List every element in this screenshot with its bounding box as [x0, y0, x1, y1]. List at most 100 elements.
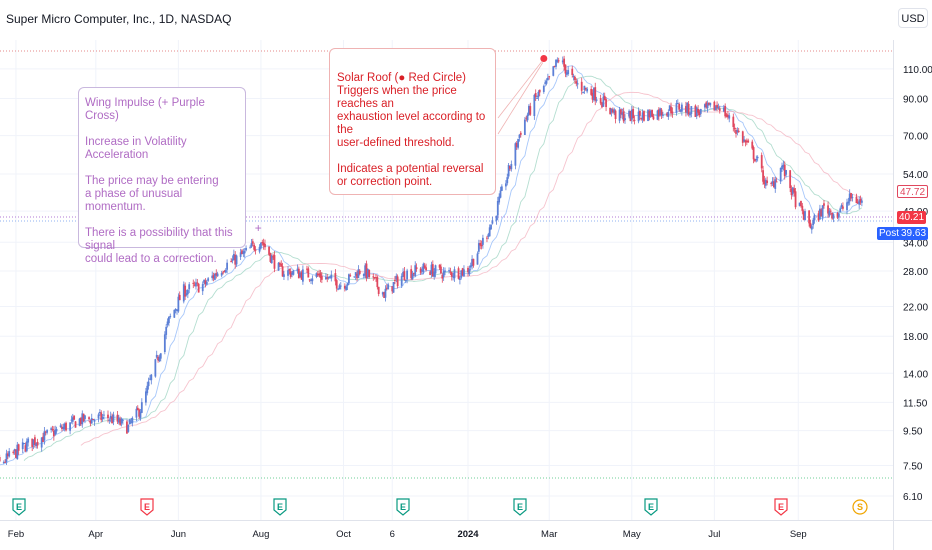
candle-body — [394, 279, 396, 281]
candle-body — [329, 276, 331, 278]
price-tick-label: 34.00 — [903, 238, 928, 249]
candle-body — [13, 449, 16, 452]
candle-body — [273, 255, 276, 269]
solar-roof-circle — [540, 55, 548, 63]
price-tick-label: 14.00 — [903, 369, 928, 380]
candle-body — [157, 357, 159, 361]
candle-body — [468, 269, 471, 275]
candle-body — [529, 106, 532, 115]
candle-body — [671, 111, 674, 114]
event-letter: E — [144, 502, 150, 512]
candle-body — [563, 58, 566, 67]
candle-body — [479, 242, 482, 246]
candle-body — [709, 102, 712, 106]
candle-body — [441, 275, 444, 279]
candle-body — [84, 415, 86, 419]
candle-body — [859, 199, 862, 203]
candle-body — [628, 110, 630, 117]
time-tick-label: Mar — [541, 529, 557, 540]
candle-body — [449, 271, 452, 273]
candle-body — [733, 127, 736, 130]
candle-body — [357, 269, 360, 278]
candle-body — [34, 437, 36, 445]
candle-body — [103, 414, 105, 416]
candle-body — [185, 293, 188, 296]
candle-body — [553, 65, 556, 67]
candle-body — [31, 438, 34, 447]
time-tick-label: 2024 — [457, 529, 479, 540]
price-tick-label: 18.00 — [903, 332, 928, 343]
candle-body — [545, 80, 548, 84]
candle-body — [774, 179, 777, 189]
candle-body — [434, 265, 437, 274]
candle-body — [514, 143, 517, 166]
candle-body — [292, 270, 295, 275]
solar-roof-body: Triggers when the price reaches an exhau… — [337, 85, 486, 188]
candle-body — [403, 271, 406, 280]
candle-body — [487, 234, 490, 237]
candle-body — [107, 414, 109, 419]
candle-body — [695, 107, 698, 117]
candle-body — [262, 242, 265, 246]
candle-body — [716, 104, 718, 108]
candle-body — [533, 94, 536, 116]
candle-body — [239, 252, 242, 257]
candle-body — [584, 87, 587, 90]
candle-body — [507, 165, 510, 177]
candle-body — [243, 251, 246, 254]
candle-body — [32, 439, 35, 446]
time-tick-label: Jul — [708, 529, 720, 540]
candle-body — [651, 109, 653, 117]
currency-button[interactable]: USD — [898, 8, 928, 28]
candle-body — [253, 244, 256, 250]
time-axis[interactable]: Feb Apr Jun Aug Oct 6 2024 Mar May Jul Sep — [8, 529, 807, 540]
candle-body — [755, 159, 758, 161]
candle-body — [211, 275, 214, 279]
symbol-title[interactable]: Super Micro Computer, Inc., 1D, NASDAQ — [6, 12, 232, 26]
price-axis[interactable]: 110.0090.0070.0054.0042.0034.0028.0022.0… — [903, 65, 932, 503]
candle-body — [196, 282, 199, 284]
candle-body — [90, 418, 93, 424]
candle-body — [576, 83, 579, 85]
candle-body — [169, 315, 172, 317]
time-tick-label: Jun — [171, 529, 186, 540]
candle-body — [425, 267, 427, 271]
candle-body — [71, 417, 74, 422]
candle-body — [177, 296, 180, 312]
time-tick-label: Oct — [336, 529, 351, 540]
candle-body — [173, 309, 176, 318]
candle-body — [575, 81, 578, 84]
candle-body — [55, 428, 58, 432]
candle-body — [624, 118, 626, 121]
candle-body — [611, 109, 614, 113]
candle-body — [23, 442, 25, 444]
candle-body — [423, 265, 426, 268]
candle-body — [580, 81, 583, 91]
candle-body — [121, 419, 124, 421]
candle-body — [362, 273, 365, 277]
candle-body — [42, 436, 44, 442]
candle-body — [858, 200, 861, 205]
candle-body — [338, 285, 341, 290]
candle-body — [660, 109, 663, 116]
candle-body — [821, 205, 824, 218]
candle-body — [848, 193, 851, 202]
candle-body — [100, 412, 103, 420]
candle-body — [46, 430, 48, 433]
earnings-event-icon — [12, 498, 26, 516]
candle-body — [2, 461, 5, 463]
candle-body — [51, 429, 54, 431]
candle-body — [643, 111, 645, 121]
event-letter: S — [857, 502, 863, 512]
candle-body — [375, 277, 377, 279]
candle-body — [422, 263, 425, 273]
candle-body — [744, 140, 747, 143]
candle-body — [301, 269, 304, 282]
candle-body — [703, 104, 706, 108]
candle-body — [220, 272, 223, 276]
candle-body — [12, 451, 15, 453]
candle-body — [495, 215, 498, 221]
upper-price-tag: 47.72 — [897, 185, 929, 198]
candle-body — [745, 140, 748, 143]
